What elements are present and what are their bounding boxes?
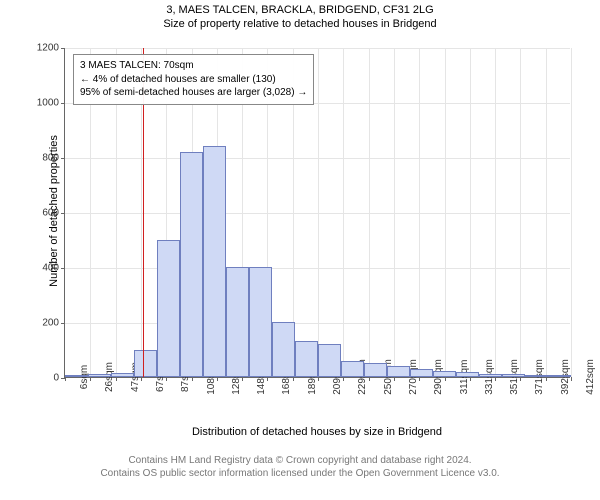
histogram-bar <box>180 152 203 378</box>
xtick-label: 311sqm <box>445 360 470 395</box>
callout-line-1: 3 MAES TALCEN: 70sqm <box>80 59 307 73</box>
ytick-label: 0 <box>53 373 65 384</box>
xtick-label: 331sqm <box>470 359 495 395</box>
gridline-v <box>419 48 420 377</box>
callout-box: 3 MAES TALCEN: 70sqm ← 4% of detached ho… <box>73 54 314 105</box>
gridline-v <box>445 48 446 377</box>
xtick-label: 26sqm <box>90 362 115 392</box>
histogram-bar <box>111 373 134 377</box>
gridline-v <box>394 48 395 377</box>
footer-attribution: Contains HM Land Registry data © Crown c… <box>0 454 600 480</box>
footer-line-1: Contains HM Land Registry data © Crown c… <box>0 454 600 467</box>
gridline-v <box>318 48 319 377</box>
chart-title: 3, MAES TALCEN, BRACKLA, BRIDGEND, CF31 … <box>0 4 600 16</box>
gridline-v <box>571 48 572 377</box>
histogram-bar <box>249 267 272 377</box>
histogram-bar <box>318 344 341 377</box>
histogram-bar <box>272 322 295 377</box>
histogram-bar <box>433 371 456 377</box>
x-axis-label: Distribution of detached houses by size … <box>64 426 570 438</box>
histogram-bar <box>525 375 548 377</box>
ytick-label: 200 <box>42 318 65 329</box>
ytick-label: 1000 <box>37 98 65 109</box>
ytick-label: 600 <box>42 208 65 219</box>
histogram-bar <box>295 341 318 377</box>
gridline-v <box>369 48 370 377</box>
ytick-label: 1200 <box>37 43 65 54</box>
gridline-v <box>343 48 344 377</box>
histogram-bar <box>226 267 249 377</box>
histogram-bar <box>456 372 479 378</box>
histogram-bar <box>387 366 410 377</box>
ytick-label: 800 <box>42 153 65 164</box>
histogram-bar <box>157 240 180 378</box>
histogram-bar <box>364 363 387 377</box>
footer-line-2: Contains OS public sector information li… <box>0 467 600 480</box>
ytick-label: 400 <box>42 263 65 274</box>
histogram-bar <box>203 146 226 377</box>
xtick-label: 6sqm <box>65 365 90 389</box>
callout-line-3: 95% of semi-detached houses are larger (… <box>80 86 307 100</box>
chart-container: 3, MAES TALCEN, BRACKLA, BRIDGEND, CF31 … <box>0 0 600 500</box>
xtick-label: 290sqm <box>419 359 444 395</box>
gridline-v <box>495 48 496 377</box>
histogram-bar <box>341 361 364 378</box>
chart-subtitle: Size of property relative to detached ho… <box>0 18 600 30</box>
gridline-v <box>546 48 547 377</box>
plot-area: 0200400600800100012006sqm26sqm47sqm67sqm… <box>64 48 570 378</box>
histogram-bar <box>88 374 111 377</box>
histogram-bar <box>479 374 502 377</box>
histogram-bar <box>502 374 525 377</box>
xtick-label: 270sqm <box>394 359 419 395</box>
gridline-v <box>520 48 521 377</box>
xtick-label: 392sqm <box>546 359 571 395</box>
histogram-bar <box>410 369 433 377</box>
xtick-label: 351sqm <box>495 359 520 395</box>
callout-line-2: ← 4% of detached houses are smaller (130… <box>80 73 307 87</box>
histogram-bar <box>65 375 88 377</box>
gridline-v <box>470 48 471 377</box>
xtick-label: 371sqm <box>520 359 545 395</box>
xtick-label: 412sqm <box>571 359 596 395</box>
histogram-bar <box>548 375 571 377</box>
histogram-bar <box>134 350 157 378</box>
